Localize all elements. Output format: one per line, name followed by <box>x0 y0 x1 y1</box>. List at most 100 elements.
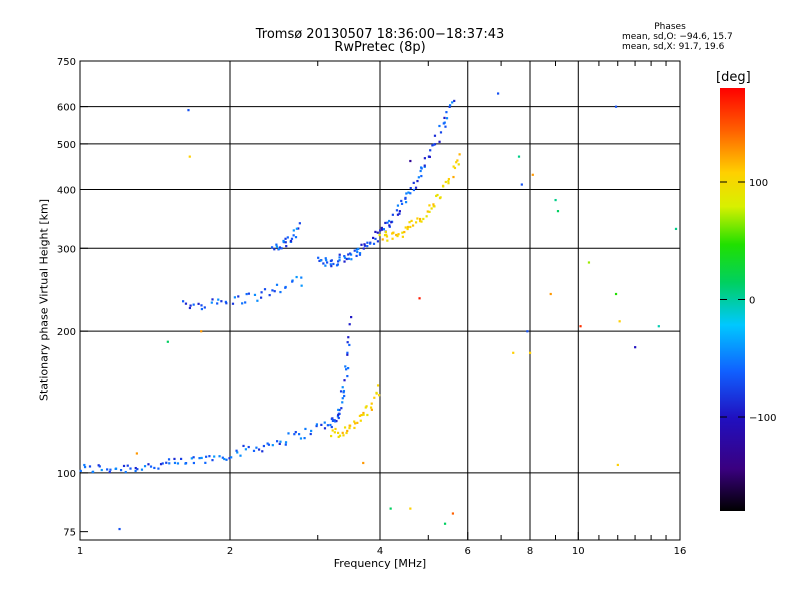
trace-point <box>348 323 351 326</box>
trace-point <box>256 299 259 302</box>
trace-point <box>179 457 183 461</box>
trace-point <box>235 449 238 452</box>
trace-point <box>409 225 412 229</box>
scatter-point <box>674 227 678 231</box>
trace-point <box>190 457 193 460</box>
trace-point <box>410 219 413 223</box>
trace-point <box>108 470 111 473</box>
colorbar-label: [deg] <box>716 70 751 85</box>
scatter-point <box>526 330 529 333</box>
scatter-point <box>616 463 619 467</box>
trace-point <box>418 219 422 223</box>
trace-point <box>292 229 295 232</box>
trace-point <box>346 341 349 344</box>
plot-area: 1 2 4 6 8 10 16 75 100 200 300 400 500 600 750 <box>57 57 686 557</box>
trace-point <box>341 397 344 400</box>
chart-subtitle: RwPretec (8p) <box>334 40 426 55</box>
trace-point <box>438 124 441 128</box>
trace-point <box>355 248 358 251</box>
y-tick-label: 200 <box>57 327 76 338</box>
trace-point <box>197 302 200 305</box>
trace-point <box>225 302 228 305</box>
trace-point <box>431 144 434 147</box>
phase-heading: Phases <box>654 22 686 32</box>
y-tick-label: 75 <box>63 528 76 539</box>
trace-point <box>279 290 282 294</box>
trace-point <box>443 116 446 120</box>
trace-point <box>408 221 411 224</box>
trace-point <box>425 215 428 218</box>
scatter-point <box>529 351 532 354</box>
trace-point <box>358 252 362 255</box>
trace-point <box>397 233 400 236</box>
trace-point <box>337 416 340 420</box>
trace-point <box>83 463 86 467</box>
trace-point <box>337 408 340 411</box>
trace-point <box>396 213 400 216</box>
trace-point <box>433 143 437 146</box>
trace-point <box>333 431 336 434</box>
trace-point <box>345 431 348 435</box>
trace-point <box>456 159 459 162</box>
trace-point <box>412 181 415 184</box>
trace-point <box>358 414 362 418</box>
trace-point <box>329 423 332 427</box>
y-tick-label: 600 <box>57 103 76 114</box>
trace-point <box>182 300 185 303</box>
trace-point <box>400 199 403 203</box>
trace-point <box>433 205 436 208</box>
trace-point <box>114 467 117 470</box>
trace-point <box>342 391 345 394</box>
y-axis-label: Stationary phase Virtual Height [km] <box>37 198 51 402</box>
trace-point <box>259 296 263 299</box>
trace-point <box>284 237 287 240</box>
trace-point <box>336 415 340 418</box>
trace-point <box>241 302 244 305</box>
trace-point <box>263 288 267 291</box>
trace-point <box>447 177 450 181</box>
trace-point <box>406 225 410 229</box>
trace-point <box>455 161 458 164</box>
trace-point <box>380 226 383 230</box>
trace-point <box>356 421 359 424</box>
trace-point <box>275 243 278 246</box>
trace-point <box>268 294 271 297</box>
trace-point <box>435 194 438 198</box>
trace-point <box>396 234 399 238</box>
trace-point <box>405 192 408 195</box>
trace-point <box>300 284 303 287</box>
trace-point <box>386 239 389 242</box>
trace-point <box>300 276 303 279</box>
trace-point <box>100 468 103 472</box>
trace-point <box>276 440 279 443</box>
trace-point <box>404 201 408 204</box>
trace-point <box>106 468 109 471</box>
trace-point <box>370 408 373 411</box>
trace-point <box>337 413 340 417</box>
trace-point <box>360 414 363 417</box>
trace-point <box>347 367 350 370</box>
trace-point <box>356 250 359 254</box>
trace-point <box>143 465 147 468</box>
x-tick-label: 6 <box>465 546 471 557</box>
trace-point <box>299 437 303 440</box>
scatter-point <box>187 109 190 112</box>
phase-o-mode: mean, sd,O: −94.6, 15.7 <box>622 32 733 42</box>
trace-point <box>427 155 431 158</box>
trace-point <box>192 303 195 306</box>
trace-point <box>322 262 325 265</box>
trace-point <box>213 455 216 458</box>
trace-point <box>414 186 418 189</box>
trace-point <box>343 260 346 263</box>
trace-point <box>384 221 387 225</box>
trace-point <box>136 468 139 471</box>
trace-point <box>453 166 457 170</box>
trace-point <box>278 247 281 250</box>
trace-point <box>438 140 441 143</box>
trace-point <box>184 302 188 305</box>
scatter-point <box>409 507 412 510</box>
trace-point <box>448 105 451 108</box>
trace-point <box>184 462 187 465</box>
trace-point <box>124 470 127 474</box>
trace-point <box>291 280 294 283</box>
